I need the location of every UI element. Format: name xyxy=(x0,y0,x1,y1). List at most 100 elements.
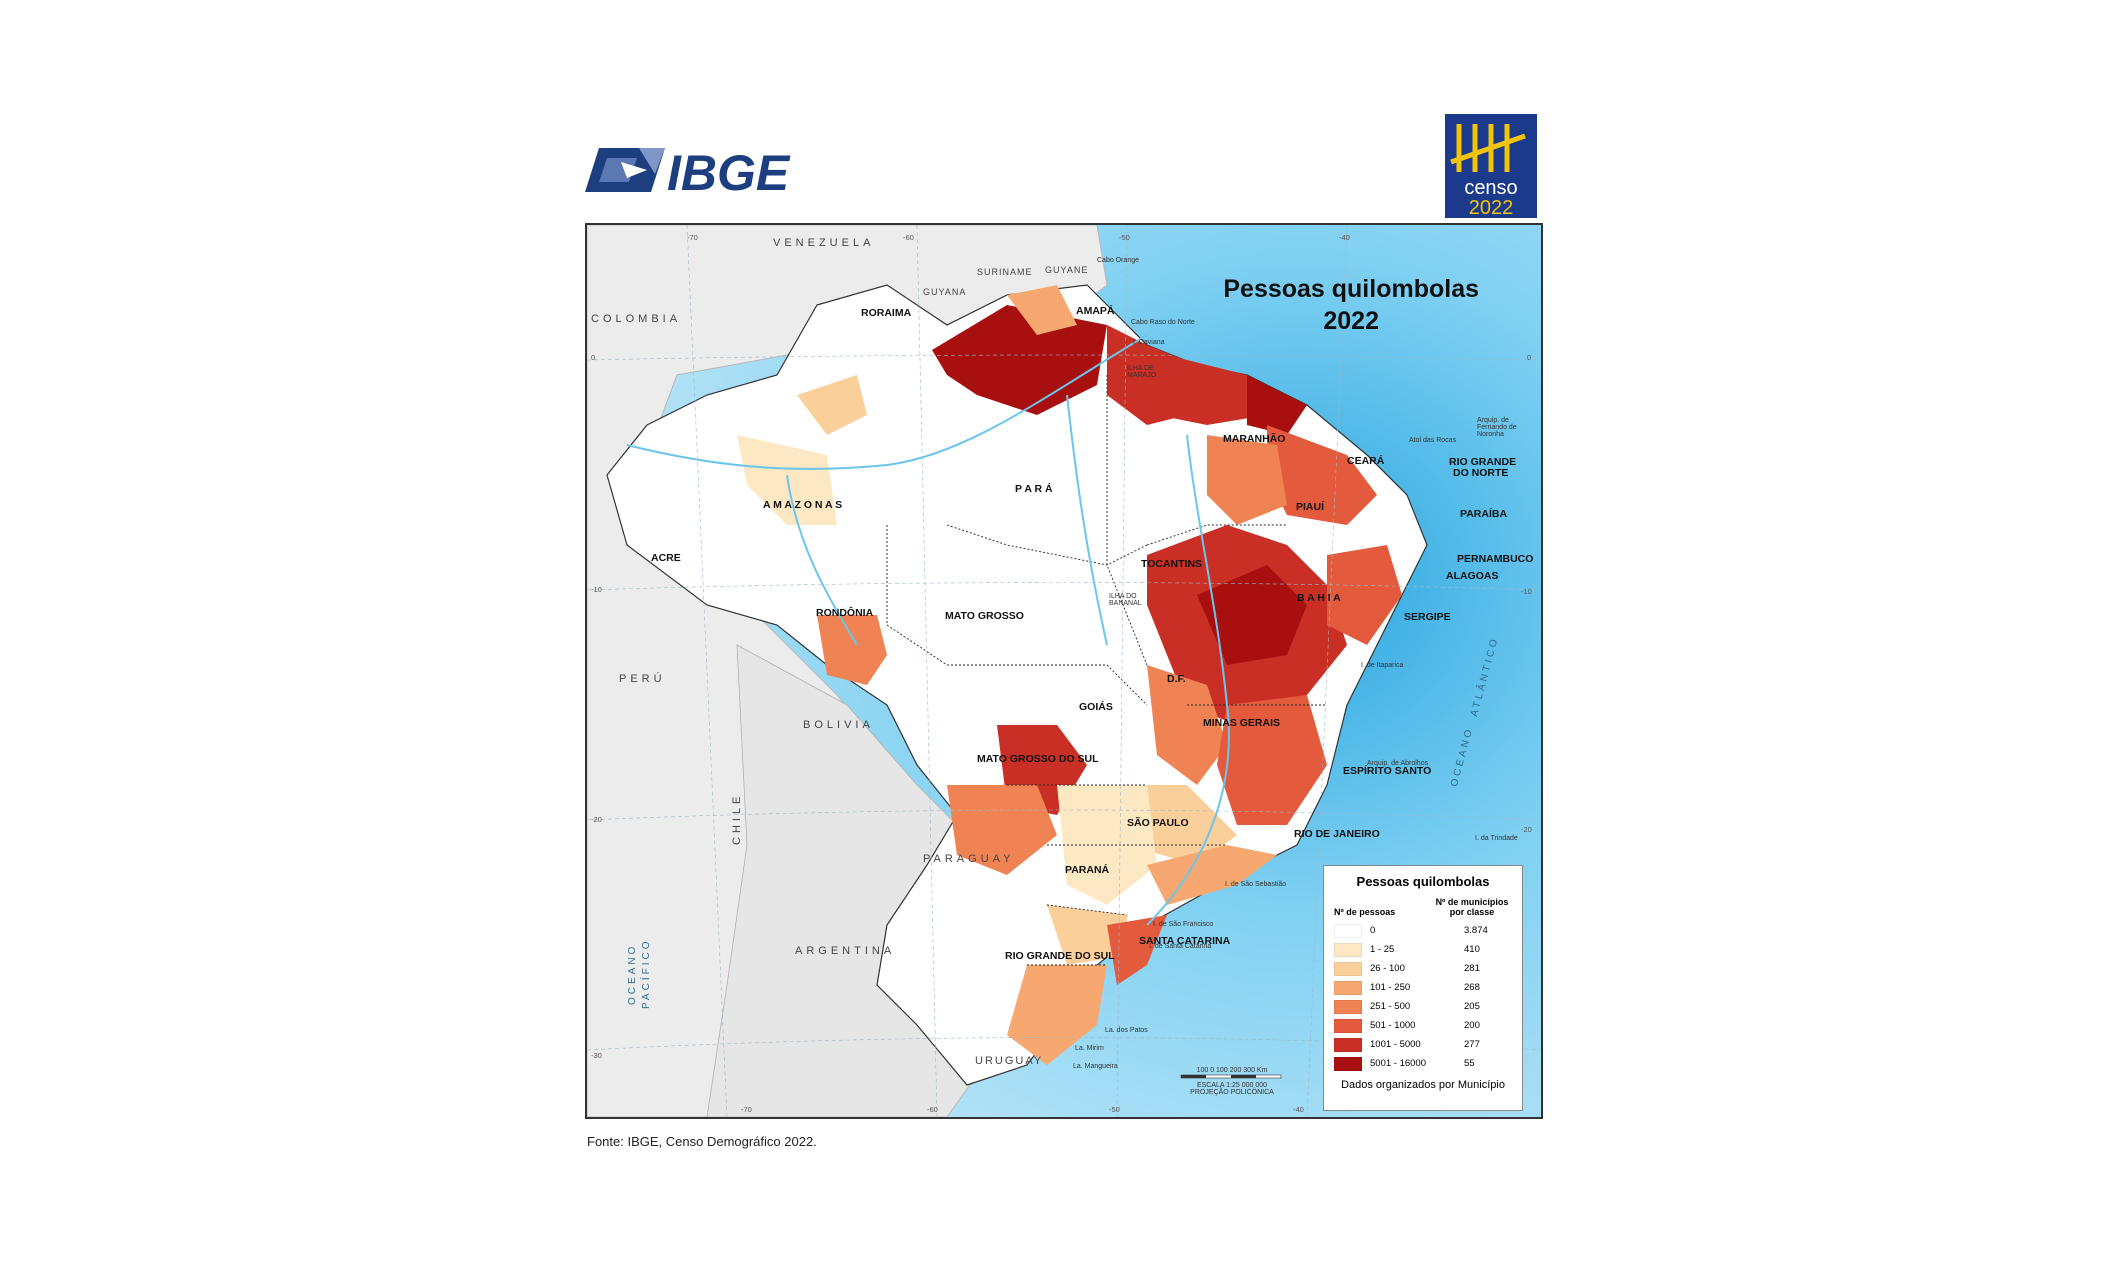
state-label: RORAIMA xyxy=(861,307,912,319)
country-label: GUYANA xyxy=(923,287,967,297)
legend-row: 1 - 25 410 xyxy=(1334,940,1512,959)
grid-label: -30 xyxy=(591,1051,602,1060)
place-label: I. da Trindade xyxy=(1475,835,1518,842)
state-label: ACRE xyxy=(651,552,681,564)
country-label: PARAGUAY xyxy=(923,853,1015,865)
grid-label: 0 xyxy=(1527,353,1532,362)
state-label: D.F. xyxy=(1167,673,1186,685)
legend-class: 501 - 1000 xyxy=(1370,1020,1416,1031)
map-title: Pessoas quilombolas 2022 xyxy=(1223,273,1479,337)
place-label: I. de Santa Catarina xyxy=(1149,943,1212,950)
state-label: SANTA CATARINA xyxy=(1139,935,1231,947)
legend-count: 55 xyxy=(1464,1058,1475,1069)
legend-swatch xyxy=(1334,923,1362,938)
legend-rows: 0 3.874 1 - 25 410 26 - 100 281 101 - 250 26… xyxy=(1334,921,1512,1073)
state-label: A M A Z O N A S xyxy=(763,499,843,511)
state-label: B A H I A xyxy=(1297,592,1341,604)
scale-ratio: ESCALA 1:25 000 000 xyxy=(1196,1082,1268,1089)
grid-label: -10 xyxy=(1521,587,1532,596)
state-label: MARANHÃO xyxy=(1223,433,1286,445)
legend-row: 501 - 1000 200 xyxy=(1334,1016,1512,1035)
legend-swatch xyxy=(1334,980,1362,995)
state-label: RIO GRANDE DO SUL xyxy=(1005,950,1115,962)
legend-row: 26 - 100 281 xyxy=(1334,959,1512,978)
place-label: I. de São Francisco xyxy=(1153,921,1214,928)
grid-label: -50 xyxy=(1119,233,1130,242)
legend-row: 1001 - 5000 277 xyxy=(1334,1035,1512,1054)
country-label: BOLIVIA xyxy=(803,719,874,731)
legend-title: Pessoas quilombolas xyxy=(1356,874,1490,889)
state-label: AMAPÁ xyxy=(1076,305,1115,317)
country-label: GUYANE xyxy=(1045,265,1089,275)
place-label: I. de Itaparica xyxy=(1361,662,1404,669)
state-label: SERGIPE xyxy=(1404,611,1451,623)
grid-label: -20 xyxy=(1521,825,1532,834)
state-label: ALAGOAS xyxy=(1446,570,1499,582)
legend-count: 205 xyxy=(1464,1001,1480,1012)
place-label: ILHA DE MARAJÓ xyxy=(1127,365,1157,379)
grid-label: -50 xyxy=(1109,1105,1120,1114)
place-label: ILHA DO BANANAL xyxy=(1109,593,1142,607)
ibge-symbol-icon xyxy=(585,148,665,192)
country-label: VENEZUELA xyxy=(773,237,875,249)
legend-count: 3.874 xyxy=(1464,925,1488,936)
grid-label: -70 xyxy=(741,1105,752,1114)
legend-count: 410 xyxy=(1464,944,1480,955)
legend-col-people: Nº de pessoas xyxy=(1334,907,1396,917)
legend-note: Dados organizados por Município xyxy=(1341,1079,1505,1091)
legend-count: 268 xyxy=(1464,982,1480,993)
legend-count: 200 xyxy=(1464,1020,1480,1031)
place-label: Cabo Raso do Norte xyxy=(1131,319,1195,326)
legend-swatch xyxy=(1334,1056,1362,1071)
source-note: Fonte: IBGE, Censo Demográfico 2022. xyxy=(587,1134,817,1149)
country-label: PERÚ xyxy=(619,673,666,685)
state-label: PERNAMBUCO xyxy=(1457,553,1534,565)
legend: Pessoas quilombolas Nº de pessoas Nº de … xyxy=(1323,865,1523,1111)
legend-class: 26 - 100 xyxy=(1370,963,1405,974)
grid-label: -20 xyxy=(591,815,602,824)
state-label: RIO GRANDE xyxy=(1449,456,1517,468)
country-label: COLOMBIA xyxy=(591,313,682,325)
legend-header: Nº de pessoas Nº de municípios por class… xyxy=(1334,897,1512,917)
map-title-line2: 2022 xyxy=(1323,307,1379,335)
legend-swatch xyxy=(1334,1037,1362,1052)
censo-2022-logo: censo 2022 xyxy=(1445,114,1537,219)
grid-label: -60 xyxy=(903,233,914,242)
state-label: PARAÍBA xyxy=(1460,508,1508,520)
ocean-label: PACÍFICO xyxy=(641,938,652,1009)
place-label: I. de São Sebastião xyxy=(1225,881,1287,888)
scale-ticks: 100 0 100 200 300 Km xyxy=(1196,1067,1268,1074)
grid-label: -10 xyxy=(591,585,602,594)
legend-class: 1 - 25 xyxy=(1370,944,1395,955)
map-frame: Pessoas quilombolas 2022 RORAIMA AMAPÁ M… xyxy=(585,223,1543,1119)
legend-swatch xyxy=(1334,961,1362,976)
legend-class: 5001 - 16000 xyxy=(1370,1058,1426,1069)
scale-bar: 100 0 100 200 300 Km ESCALA 1:25 000 000… xyxy=(1177,1067,1287,1096)
state-label: DO NORTE xyxy=(1453,467,1509,479)
scale-projection: PROJEÇÃO POLICÔNICA xyxy=(1190,1089,1274,1096)
country-label: URUGUAY xyxy=(975,1055,1044,1067)
legend-row: 101 - 250 268 xyxy=(1334,978,1512,997)
legend-swatch xyxy=(1334,999,1362,1014)
censo-year: 2022 xyxy=(1469,197,1514,218)
legend-class: 101 - 250 xyxy=(1370,982,1411,993)
grid-label: -40 xyxy=(1293,1105,1304,1114)
legend-row: 5001 - 16000 55 xyxy=(1334,1054,1512,1073)
country-label: ARGENTINA xyxy=(795,945,896,957)
ibge-logo-text: IBGE xyxy=(667,145,791,201)
choropleth-layer xyxy=(737,285,1402,1065)
tally-marks-icon xyxy=(1450,124,1526,172)
state-label: PIAUÍ xyxy=(1296,501,1325,513)
map-title-line1: Pessoas quilombolas xyxy=(1223,275,1479,303)
place-label: Arquip. de Abrolhos xyxy=(1367,760,1429,767)
state-label: MINAS GERAIS xyxy=(1203,717,1281,729)
legend-count: 277 xyxy=(1464,1039,1480,1050)
place-label: I. Caviana xyxy=(1133,339,1165,346)
state-label: SÃO PAULO xyxy=(1127,817,1189,829)
place-label: La. Mangueira xyxy=(1073,1063,1118,1070)
legend-col-count: Nº de municípios por classe xyxy=(1435,897,1509,917)
place-label: La. dos Patos xyxy=(1105,1027,1148,1034)
state-label: RIO DE JANEIRO xyxy=(1294,828,1380,840)
place-label: La. Mirim xyxy=(1075,1045,1104,1052)
legend-count: 281 xyxy=(1464,963,1480,974)
